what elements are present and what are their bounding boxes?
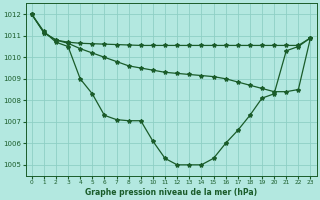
X-axis label: Graphe pression niveau de la mer (hPa): Graphe pression niveau de la mer (hPa): [85, 188, 257, 197]
